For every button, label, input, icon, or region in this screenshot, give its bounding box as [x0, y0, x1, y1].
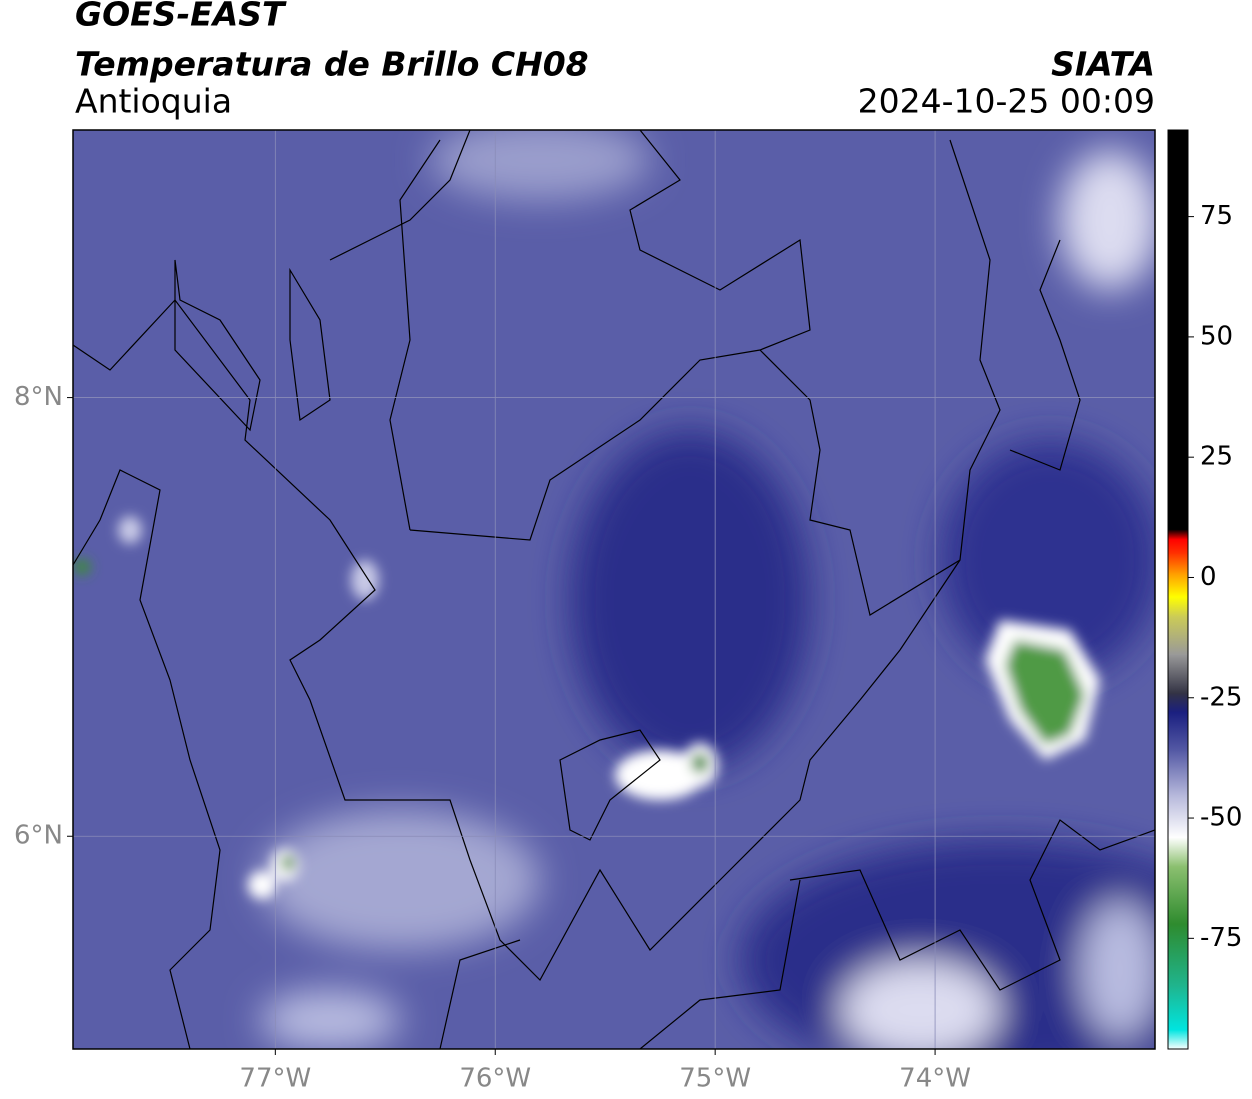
x-tick-label: 74°W	[899, 1064, 971, 1094]
colorbar-segment	[1168, 692, 1188, 713]
colorbar-segment	[1168, 130, 1188, 530]
colorbar-tick-label: -75	[1200, 923, 1242, 953]
colorbar-segment	[1168, 837, 1188, 867]
timestamp: 2024-10-25 00:09	[858, 82, 1155, 121]
colorbar-segment	[1168, 553, 1188, 574]
x-tick-label: 75°W	[679, 1064, 751, 1094]
colorbar-tick-label: 50	[1200, 321, 1233, 351]
gridlines	[73, 130, 1155, 1049]
colorbar-tick-label: 0	[1200, 562, 1217, 592]
colorbar-segment	[1168, 572, 1188, 598]
map-frame	[72, 129, 1156, 1050]
colorbar-segment	[1168, 529, 1188, 540]
satellite-image	[73, 130, 1155, 1049]
colorbar-segment	[1168, 654, 1188, 694]
colorbar-segment	[1168, 538, 1188, 554]
x-tick-label: 76°W	[459, 1064, 531, 1094]
colorbar-segment	[1168, 1029, 1188, 1050]
y-tick-label: 6°N	[14, 821, 63, 851]
colorbar-tick-label: -25	[1200, 682, 1242, 712]
colorbar-tick-label: 75	[1200, 201, 1233, 231]
region: Antioquia	[75, 82, 232, 121]
colorbar-segment	[1168, 712, 1188, 752]
colorbar-segment	[1168, 596, 1188, 617]
colorbar-segment	[1168, 866, 1188, 925]
x-tick-label: 77°W	[239, 1064, 311, 1094]
colorbar-segment	[1168, 986, 1188, 1031]
source: SIATA	[1051, 45, 1155, 84]
colorbar-tick-label: -50	[1200, 803, 1242, 833]
subtitle: Temperatura de Brillo CH08	[75, 45, 589, 84]
colorbar-segment	[1168, 923, 1188, 987]
colorbar-segment	[1168, 615, 1188, 655]
colorbar-segment	[1168, 793, 1188, 838]
colorbar-segment	[1168, 750, 1188, 795]
colorbar-frame	[1167, 129, 1189, 1050]
title: GOES-EAST	[75, 0, 287, 34]
y-tick-label: 8°N	[14, 382, 63, 412]
colorbar-tick-label: 25	[1200, 442, 1233, 472]
